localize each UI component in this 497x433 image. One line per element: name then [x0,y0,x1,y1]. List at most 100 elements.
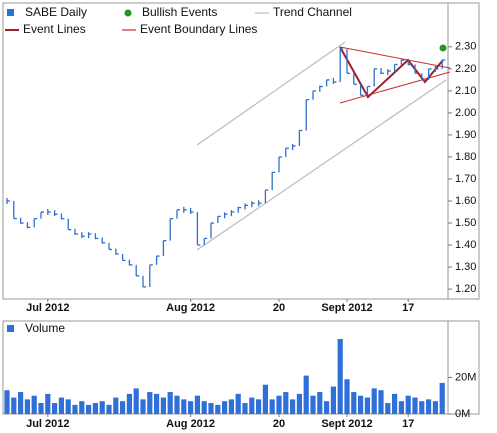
volume-bar [256,399,262,414]
price-bar [421,73,425,81]
legend-label: Volume [25,321,65,335]
volume-bar [126,393,132,414]
volume-panel [2,320,480,415]
volume-bar [364,397,370,414]
volume-bar [52,403,58,414]
volume-bar [215,404,221,414]
y-tick-label: 1.20 [455,283,476,295]
volume-bar [317,392,323,414]
price-bar [393,63,398,72]
volume-bar [412,397,418,414]
price-bar [264,189,269,204]
volume-bar [154,393,160,414]
volume-bar [72,404,78,414]
volume-bar [398,401,404,414]
price-bar [210,222,214,239]
price-bar [135,264,140,277]
volume-bar [147,392,153,414]
legend-label: Event Boundary Lines [140,22,257,36]
volume-bar [140,399,146,414]
volume-bar [31,395,37,414]
price-bar [87,232,92,239]
volume-bar [290,399,296,414]
price-bar [414,64,418,74]
volume-bar [120,401,126,414]
volume-bar [378,390,384,414]
volume-bar [92,403,98,414]
price-bar [121,253,126,262]
volume-bar [351,392,357,414]
y-tick-label: 1.50 [455,217,476,229]
price-bar [441,59,446,69]
y-tick-label: 1.70 [455,173,476,185]
volume-bar [310,395,316,414]
y-tick-label: 1.30 [455,261,476,273]
y-tick-label: 1.80 [455,151,476,163]
price-bar [291,144,296,151]
volume-bar [113,397,119,414]
volume-bar [262,384,268,414]
volume-bar [432,401,438,414]
x-tick-label: 17 [402,418,414,430]
event-boundary-lines [339,46,451,104]
price-bar [162,239,167,257]
bullish-event [439,44,447,52]
price-bar [196,212,201,246]
volume-bar [337,339,343,414]
price-bar [427,68,432,80]
volume-bar [79,401,85,414]
price-bar [115,248,119,255]
x-tick-label: 17 [402,302,414,314]
y-tick-label: 1.60 [455,195,476,207]
price-bar [60,213,65,220]
volume-bar [269,399,275,414]
price-bar [26,222,31,229]
price-bar [74,228,78,235]
x-tick-label: Jul 2012 [26,418,69,430]
volume-bar [4,390,10,414]
volume-bar [181,399,187,414]
legend-label: SABE Daily [25,5,87,19]
x-tick-label: Sept 2012 [321,302,372,314]
price-bar [108,242,112,251]
price-bar [217,215,221,224]
price-bar [13,201,17,220]
volume-bar [228,399,234,414]
y-tick-label: 1.90 [455,129,476,141]
price-bar [387,69,391,76]
volume-bar [419,401,425,414]
price-bar [359,84,364,96]
volume-bar [188,401,194,414]
price-bar [176,209,180,219]
volume-bar [344,379,350,414]
y-tick-label: 0M [455,408,470,420]
volume-bar [330,386,336,414]
volume-bar [222,401,228,414]
price-bar [312,90,316,100]
price-bar [271,171,276,190]
volume-bar [45,393,51,414]
y-tick-label: 20M [455,371,476,383]
price-bar [407,59,412,66]
volume-bar [385,403,391,414]
price-bar [67,218,72,231]
volume-bar [358,395,364,414]
legend-label: Bullish Events [142,5,217,19]
price-bar [298,129,303,146]
price-bar [94,233,99,240]
volume-bar [405,395,411,414]
legend-swatch [124,9,132,17]
volume-bar [99,401,105,414]
legend-swatch [7,325,14,332]
price-bar [169,217,174,241]
volume-bar [167,392,173,414]
price-bar [47,209,51,216]
volume-bar [303,375,309,414]
y-tick-label: 2.00 [455,107,476,119]
volume-bar [24,399,30,414]
volume-bar [208,403,214,414]
x-tick-label: Aug 2012 [166,418,215,430]
price-bar [346,49,350,74]
x-tick-label: Aug 2012 [166,302,215,314]
price-bar [251,201,255,208]
